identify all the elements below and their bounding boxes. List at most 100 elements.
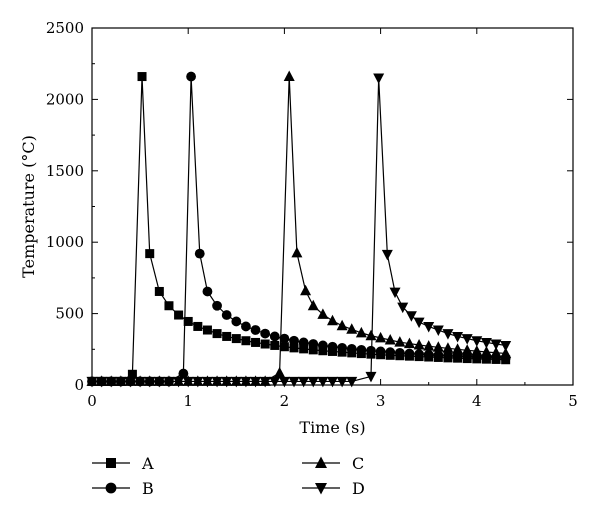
data-point-b bbox=[385, 347, 396, 358]
data-point-d bbox=[423, 321, 435, 333]
data-point-d bbox=[317, 376, 329, 388]
data-point-c bbox=[442, 342, 454, 353]
data-point-a bbox=[308, 345, 318, 355]
data-point-b bbox=[366, 345, 376, 356]
legend-label: B bbox=[142, 479, 154, 498]
data-point-d bbox=[240, 376, 252, 388]
data-point-d bbox=[144, 376, 156, 388]
data-point-c bbox=[471, 345, 483, 356]
data-point-c bbox=[452, 343, 464, 354]
data-point-b bbox=[443, 350, 453, 361]
data-point-d bbox=[373, 73, 385, 84]
data-point-c bbox=[300, 284, 312, 296]
data-point-c bbox=[490, 346, 502, 358]
data-point-a bbox=[270, 340, 280, 350]
plot-frame bbox=[91, 27, 574, 386]
data-point-d bbox=[221, 376, 233, 388]
data-point-a bbox=[289, 343, 299, 353]
data-point-d bbox=[307, 376, 319, 388]
data-point-b bbox=[186, 71, 196, 82]
legend: A C B D bbox=[92, 454, 365, 498]
data-point-a bbox=[299, 344, 309, 354]
data-point-c bbox=[327, 314, 338, 326]
data-point-b bbox=[423, 349, 434, 360]
data-point-d bbox=[250, 376, 262, 388]
data-point-d bbox=[327, 376, 338, 388]
data-point-d bbox=[452, 331, 464, 343]
y-tick-label: 2000 bbox=[46, 90, 84, 108]
data-point-b bbox=[298, 337, 309, 348]
data-point-b bbox=[375, 346, 386, 357]
x-tick-label: 5 bbox=[568, 392, 578, 410]
data-point-a bbox=[127, 369, 137, 379]
data-point-c bbox=[413, 339, 425, 350]
legend-marker bbox=[106, 458, 116, 468]
data-point-d bbox=[86, 376, 98, 388]
data-point-d bbox=[500, 340, 512, 352]
data-point-c bbox=[423, 340, 435, 351]
legend-marker bbox=[105, 482, 117, 494]
data-point-d bbox=[365, 371, 377, 383]
data-point-c bbox=[432, 341, 444, 352]
y-axis-label: Temperature (°C) bbox=[19, 135, 38, 278]
data-point-c bbox=[500, 347, 512, 358]
data-point-c bbox=[307, 299, 319, 311]
data-point-b bbox=[178, 368, 189, 379]
data-point-c bbox=[274, 366, 286, 378]
data-point-d bbox=[442, 329, 454, 340]
series-a bbox=[87, 72, 511, 386]
x-tick-label: 4 bbox=[472, 392, 482, 410]
data-point-c bbox=[461, 344, 473, 355]
series-d bbox=[86, 73, 512, 388]
data-point-b bbox=[279, 333, 290, 344]
data-point-a bbox=[193, 321, 203, 331]
data-point-b bbox=[346, 343, 357, 354]
data-point-d bbox=[432, 325, 444, 337]
series-line-b bbox=[92, 76, 506, 383]
data-point-a bbox=[251, 337, 261, 347]
data-point-b bbox=[414, 349, 424, 360]
data-point-b bbox=[212, 300, 222, 311]
legend-item-b: B bbox=[92, 479, 154, 498]
data-point-c bbox=[384, 334, 396, 345]
data-point-a bbox=[222, 331, 232, 341]
data-point-b bbox=[241, 321, 251, 332]
data-point-d bbox=[163, 376, 175, 388]
data-point-c bbox=[394, 336, 406, 347]
data-point-c bbox=[291, 246, 303, 258]
x-tick-label: 1 bbox=[183, 392, 193, 410]
data-point-a bbox=[279, 342, 289, 352]
data-point-d bbox=[278, 376, 290, 388]
data-point-a bbox=[174, 310, 184, 320]
data-point-d bbox=[211, 376, 223, 388]
data-point-d bbox=[115, 376, 127, 388]
data-point-b bbox=[433, 350, 444, 361]
x-axis-label: Time (s) bbox=[299, 418, 365, 437]
y-tick-label: 1000 bbox=[46, 233, 84, 251]
data-point-a bbox=[202, 325, 212, 335]
data-point-d bbox=[471, 336, 483, 347]
data-point-b bbox=[356, 344, 367, 355]
data-point-c bbox=[480, 346, 492, 357]
data-point-d bbox=[461, 334, 473, 345]
legend-item-d: D bbox=[302, 479, 365, 498]
data-point-d bbox=[134, 376, 146, 388]
series-line-d bbox=[92, 77, 506, 383]
data-point-b bbox=[194, 248, 205, 259]
data-point-b bbox=[202, 286, 213, 297]
data-point-b bbox=[250, 325, 261, 335]
data-point-c bbox=[336, 319, 348, 331]
data-point-a bbox=[154, 286, 164, 296]
data-point-b bbox=[404, 348, 415, 359]
data-point-d bbox=[397, 302, 409, 314]
data-point-b bbox=[308, 339, 319, 349]
legend-marker bbox=[315, 456, 327, 468]
data-point-c bbox=[317, 308, 329, 319]
series-layer bbox=[86, 70, 512, 388]
data-point-c bbox=[283, 70, 295, 82]
data-point-d bbox=[298, 376, 310, 388]
data-point-c bbox=[355, 326, 367, 338]
data-point-d bbox=[381, 249, 393, 261]
x-tick-label: 2 bbox=[280, 392, 290, 410]
